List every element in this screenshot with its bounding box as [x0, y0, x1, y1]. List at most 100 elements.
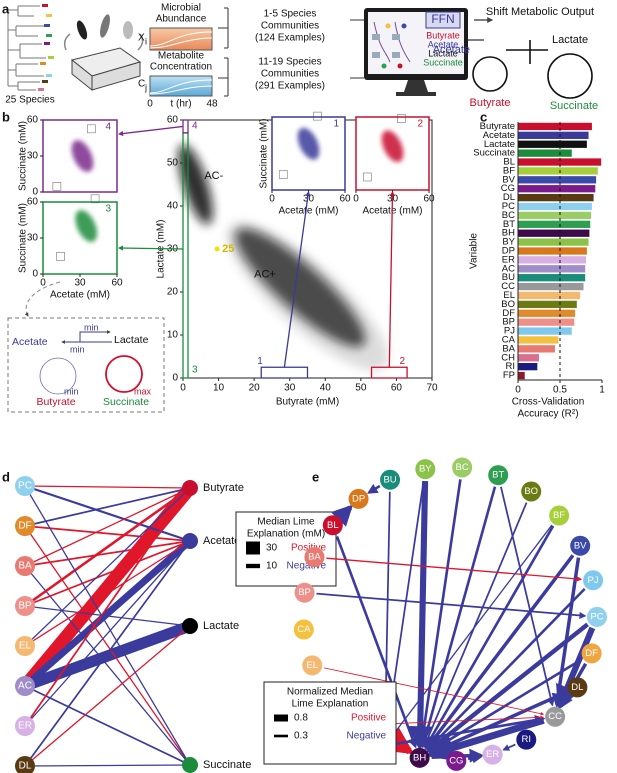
- region-arrow: [117, 125, 184, 137]
- dataset-label: 11-19 Species: [258, 57, 321, 68]
- edge: [24, 540, 191, 567]
- node: [182, 618, 198, 634]
- bar: [518, 176, 597, 184]
- edge: [19, 620, 196, 692]
- time-label: 48: [206, 99, 218, 110]
- bar: [518, 354, 539, 362]
- node: [15, 756, 35, 773]
- node: [415, 459, 436, 480]
- x-tick-label: 0.5: [553, 385, 567, 396]
- node: [452, 457, 473, 478]
- y-tick-label: CG: [501, 183, 515, 194]
- node: [15, 476, 35, 496]
- cycle: [39, 357, 77, 395]
- y-tick-label: CA: [502, 334, 516, 345]
- y-tick-label: 0: [32, 269, 38, 280]
- bar: [518, 185, 596, 193]
- node-label: BP: [18, 601, 32, 612]
- bar: [518, 122, 592, 131]
- edge: [323, 667, 545, 716]
- output-label: Acetate: [428, 39, 459, 49]
- inset-box: [56, 252, 65, 261]
- legend-title: Normalized Median: [287, 687, 373, 698]
- x-axis-label: Acetate (mM): [50, 290, 110, 301]
- edge: [24, 487, 191, 727]
- plate: [63, 14, 144, 92]
- bar: [518, 327, 572, 335]
- node-label: BL: [327, 520, 339, 531]
- y-axis-label: Succinate (mM): [259, 118, 270, 188]
- bar: [518, 140, 587, 148]
- inset-number: 4: [105, 122, 111, 133]
- node-label: Acetate: [203, 535, 240, 547]
- edge: [425, 716, 545, 762]
- node-label: AC: [18, 681, 32, 692]
- node-label: EL: [306, 660, 318, 671]
- diagram-label: min: [84, 322, 99, 332]
- y-tick-label: BO: [501, 299, 515, 310]
- bar: [518, 131, 589, 139]
- node-label: DP: [352, 493, 365, 504]
- edge: [396, 714, 546, 746]
- node-label: Lactate: [203, 620, 239, 632]
- edge: [467, 752, 483, 764]
- edge: [24, 565, 191, 766]
- y-tick-label: BY: [502, 237, 515, 248]
- legend-sign: Negative: [347, 731, 387, 742]
- y-tick-label: BT: [503, 219, 515, 230]
- x-tick-label: 30: [303, 194, 315, 205]
- y-tick-label: PJ: [504, 326, 515, 337]
- legend-frame: [263, 681, 397, 765]
- edge: [24, 540, 191, 727]
- legend-sign: Positive: [291, 543, 326, 554]
- bar: [518, 167, 598, 175]
- node-label: DF: [585, 648, 598, 659]
- y-tick-label: 0: [172, 373, 178, 384]
- y-tick-label: BL: [503, 157, 515, 168]
- edge: [24, 605, 191, 627]
- symbol-sub: j: [144, 82, 147, 92]
- node-label: BA: [308, 552, 321, 563]
- bar: [518, 309, 576, 317]
- node-label: PC: [590, 611, 603, 622]
- inset-box: [278, 170, 288, 179]
- edge: [326, 557, 583, 582]
- x-tick-label: 0: [40, 278, 46, 289]
- panel-label: c: [480, 109, 487, 124]
- y-tick-label: Acetate: [483, 130, 515, 141]
- edge: [21, 537, 194, 690]
- node-label: PJ: [588, 575, 599, 586]
- y-tick-label: 20: [167, 287, 179, 298]
- edge: [424, 525, 555, 750]
- node: [293, 619, 314, 640]
- input-label: Microbial: [161, 3, 201, 14]
- node: [570, 535, 591, 556]
- y-axis-label: Succinate (mM): [18, 121, 29, 191]
- node-label: CG: [449, 755, 463, 766]
- panel-label: a: [2, 1, 10, 16]
- node: [15, 596, 35, 616]
- node-label: ER: [486, 749, 499, 760]
- edge: [24, 540, 191, 767]
- bar: [518, 363, 538, 371]
- symbol-sub: i: [145, 36, 147, 46]
- node: [581, 643, 602, 664]
- x-tick-label: 60: [111, 278, 123, 289]
- edge: [23, 484, 192, 543]
- y-tick-label: 30: [27, 233, 39, 244]
- legend-label: 10: [266, 561, 278, 572]
- bar: [518, 202, 592, 211]
- panel-label: b: [2, 109, 10, 124]
- node-label: CA: [297, 624, 311, 635]
- inset-box: [397, 114, 406, 123]
- node-label: RI: [522, 734, 532, 745]
- node-label: DL: [19, 761, 32, 772]
- bar: [518, 229, 590, 237]
- inset-cloud: [75, 210, 98, 242]
- y-tick-label: 30: [27, 151, 39, 162]
- inset-number: 1: [333, 119, 339, 130]
- legend-label: 0.3: [294, 731, 308, 742]
- edge: [24, 485, 191, 766]
- y-axis-label: Variable: [469, 233, 480, 269]
- bar: [518, 371, 525, 380]
